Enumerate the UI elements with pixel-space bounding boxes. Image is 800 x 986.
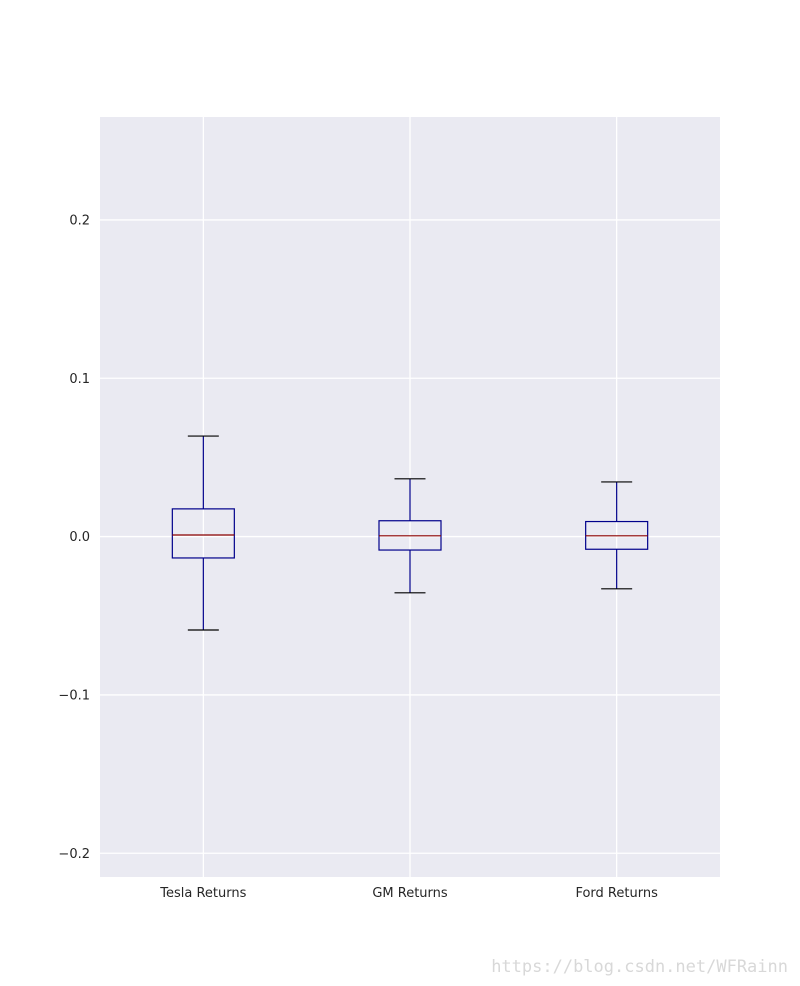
x-tick-label: Ford Returns xyxy=(575,886,658,901)
x-tick-label: Tesla Returns xyxy=(159,886,246,901)
box-group xyxy=(171,435,235,631)
iqr-box xyxy=(171,508,235,559)
box-group xyxy=(585,481,649,590)
watermark-text: https://blog.csdn.net/WFRainn xyxy=(491,957,788,977)
x-tick-labels: Tesla Returns GM Returns Ford Returns xyxy=(159,886,658,901)
y-tick-label: −0.2 xyxy=(58,847,90,862)
y-tick-labels: −0.2 −0.1 0.0 0.1 0.2 xyxy=(58,213,90,861)
boxes xyxy=(171,435,649,631)
y-tick-label: 0.2 xyxy=(69,213,90,228)
y-tick-label: 0.0 xyxy=(69,530,90,545)
box-group xyxy=(378,478,442,594)
x-tick-label: GM Returns xyxy=(372,886,448,901)
y-tick-label: 0.1 xyxy=(69,372,90,387)
y-tick-label: −0.1 xyxy=(58,688,90,703)
